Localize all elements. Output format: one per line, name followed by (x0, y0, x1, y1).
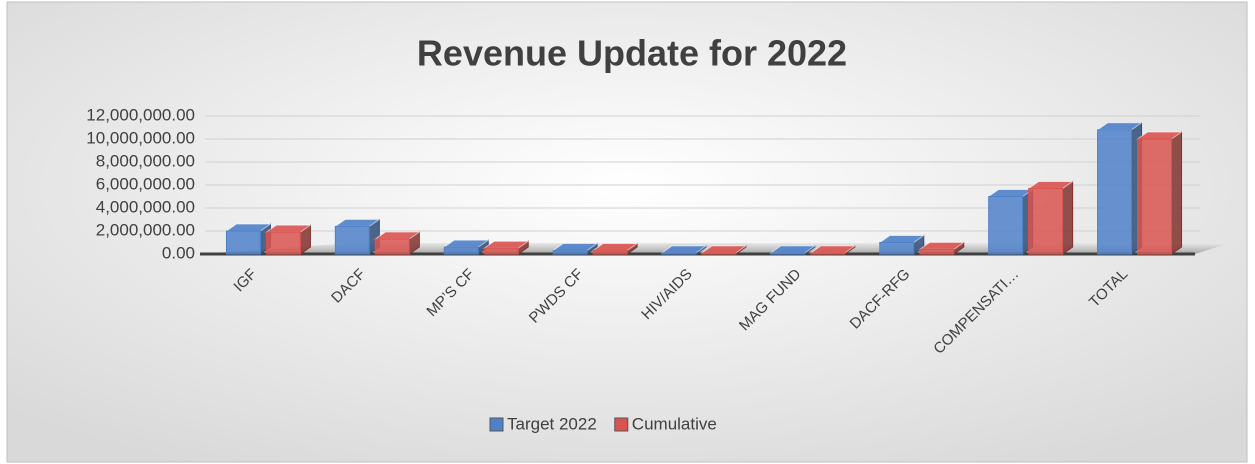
bar (919, 248, 955, 255)
bar (592, 250, 628, 255)
bar (225, 230, 261, 255)
bar (483, 247, 519, 255)
bar-side (1171, 131, 1183, 255)
y-tick-label: 6,000,000.00 (96, 174, 195, 193)
bar (879, 242, 915, 255)
bar (701, 252, 737, 255)
y-tick-label: 4,000,000.00 (96, 197, 195, 216)
bar (552, 250, 588, 255)
y-tick-label: 10,000,000.00 (86, 128, 195, 147)
bar (1028, 187, 1064, 255)
y-tick-label: 2,000,000.00 (96, 220, 195, 239)
bar (374, 238, 410, 255)
legend-label: Cumulative (632, 414, 717, 433)
bar (1097, 129, 1133, 255)
bar-side (1062, 180, 1074, 255)
y-tick-label: 8,000,000.00 (96, 151, 195, 170)
bar (988, 196, 1024, 255)
y-tick-label: 12,000,000.00 (86, 105, 195, 124)
legend-swatch (614, 417, 629, 432)
bar (265, 231, 301, 255)
bar (661, 252, 697, 255)
y-tick-label: 0.00 (162, 243, 195, 262)
legend-swatch (489, 417, 504, 432)
legend-label: Target 2022 (507, 414, 597, 433)
chart-title: Revenue Update for 2022 (417, 33, 847, 74)
bar (443, 246, 479, 255)
bar (1137, 138, 1173, 255)
bar (334, 225, 370, 255)
bar (770, 252, 806, 255)
bar (810, 252, 846, 255)
